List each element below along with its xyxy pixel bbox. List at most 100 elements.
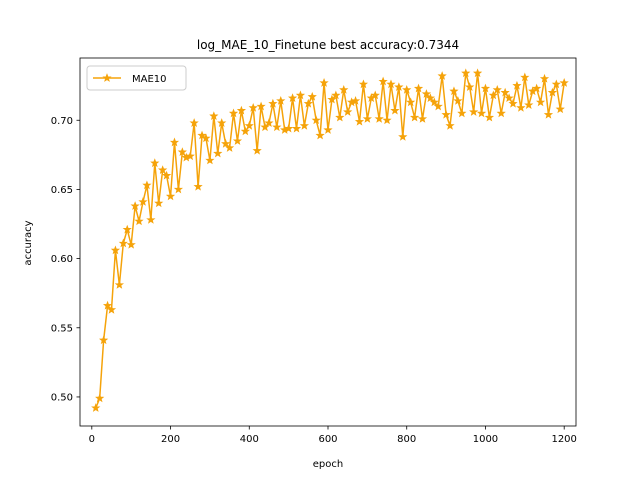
x-tick-label: 600 xyxy=(318,434,337,445)
data-point-marker xyxy=(213,148,223,158)
data-point-marker xyxy=(358,79,369,89)
data-point-marker xyxy=(378,76,388,86)
data-point-marker xyxy=(425,93,435,103)
data-point-marker xyxy=(217,118,227,127)
data-point-marker xyxy=(268,98,278,108)
data-point-marker xyxy=(264,118,274,127)
data-point-marker xyxy=(362,114,372,123)
data-point-marker xyxy=(508,98,518,108)
data-point-marker xyxy=(469,107,479,116)
data-point-marker xyxy=(524,100,534,109)
data-point-marker xyxy=(158,165,168,174)
data-point-marker xyxy=(551,79,561,89)
series-line xyxy=(95,72,565,409)
x-axis-label: epoch xyxy=(313,459,343,470)
data-point-marker xyxy=(114,280,124,289)
data-point-marker xyxy=(461,68,471,78)
data-point-marker xyxy=(303,98,313,108)
data-point-marker xyxy=(535,97,546,107)
data-point-marker xyxy=(323,125,333,134)
data-point-marker xyxy=(236,105,247,115)
data-point-marker xyxy=(299,120,309,130)
data-point-marker xyxy=(142,180,152,190)
data-point-marker xyxy=(91,403,101,412)
data-point-marker xyxy=(244,120,254,130)
y-tick-label: 0.60 xyxy=(51,254,73,265)
data-point-marker xyxy=(539,73,550,83)
data-point-marker xyxy=(441,109,451,119)
data-point-marker xyxy=(95,393,105,403)
data-point-marker xyxy=(331,90,341,100)
data-point-marker xyxy=(138,197,148,206)
legend: MAE10 xyxy=(86,65,187,91)
data-point-marker xyxy=(555,104,565,114)
chart-title: log_MAE_10_Finetune best accuracy:0.7344 xyxy=(197,38,459,52)
data-point-marker xyxy=(248,102,258,112)
data-point-marker xyxy=(492,84,502,94)
data-point-marker xyxy=(252,145,262,155)
data-point-marker xyxy=(472,68,483,78)
legend-series-label: MAE10 xyxy=(132,74,167,85)
x-tick-label: 400 xyxy=(240,434,259,445)
x-tick-label: 800 xyxy=(397,434,416,445)
data-point-marker xyxy=(421,89,432,98)
data-point-marker xyxy=(398,132,408,141)
legend-series-marker xyxy=(102,73,112,82)
data-point-marker xyxy=(335,112,345,122)
data-point-marker xyxy=(224,143,235,152)
y-tick-label: 0.65 xyxy=(51,185,73,196)
data-point-marker xyxy=(386,79,396,89)
data-point-marker xyxy=(480,83,491,93)
data-point-marker xyxy=(520,72,530,82)
data-point-marker xyxy=(476,108,487,118)
data-point-marker xyxy=(532,83,542,93)
data-point-marker xyxy=(169,137,180,147)
plot-background xyxy=(80,58,576,426)
data-point-marker xyxy=(221,138,231,148)
x-tick-label: 1200 xyxy=(551,434,576,445)
data-point-marker xyxy=(291,123,302,133)
data-point-marker xyxy=(177,147,187,156)
x-tick-label: 1000 xyxy=(473,434,498,445)
data-point-marker xyxy=(311,115,321,125)
data-point-marker xyxy=(228,108,239,118)
data-point-marker xyxy=(354,116,365,126)
data-point-marker xyxy=(134,216,144,226)
y-axis-label: accuracy xyxy=(23,220,34,265)
data-point-marker xyxy=(543,109,554,119)
data-point-marker xyxy=(240,126,250,136)
data-point-marker xyxy=(106,304,117,314)
data-point-marker xyxy=(547,87,557,97)
data-point-marker xyxy=(417,114,428,123)
x-tick-label: 0 xyxy=(89,434,95,445)
data-point-marker xyxy=(382,115,392,125)
data-point-marker xyxy=(130,201,140,210)
data-point-marker xyxy=(193,181,203,191)
data-point-marker xyxy=(209,111,219,121)
data-point-marker xyxy=(457,108,467,118)
data-point-marker xyxy=(205,155,215,165)
y-tick-label: 0.50 xyxy=(51,392,73,403)
x-tick-label: 200 xyxy=(161,434,180,445)
data-point-marker xyxy=(287,93,298,103)
data-point-marker xyxy=(126,239,136,249)
data-point-marker xyxy=(484,112,495,122)
data-point-marker xyxy=(488,90,498,100)
data-point-marker xyxy=(343,107,353,116)
y-tick-label: 0.70 xyxy=(51,116,73,127)
data-point-marker xyxy=(256,101,266,111)
data-point-marker xyxy=(512,80,522,90)
data-point-marker xyxy=(189,118,199,127)
data-point-marker xyxy=(122,224,132,234)
data-point-marker xyxy=(146,215,156,224)
legend-frame xyxy=(86,65,187,91)
data-point-marker xyxy=(272,122,282,132)
data-point-marker xyxy=(516,102,526,112)
y-tick-label: 0.55 xyxy=(51,323,73,334)
data-point-marker xyxy=(406,97,416,107)
data-point-marker xyxy=(496,108,506,118)
data-point-marker xyxy=(276,96,286,105)
data-point-marker xyxy=(374,114,384,123)
data-point-marker xyxy=(449,86,459,96)
